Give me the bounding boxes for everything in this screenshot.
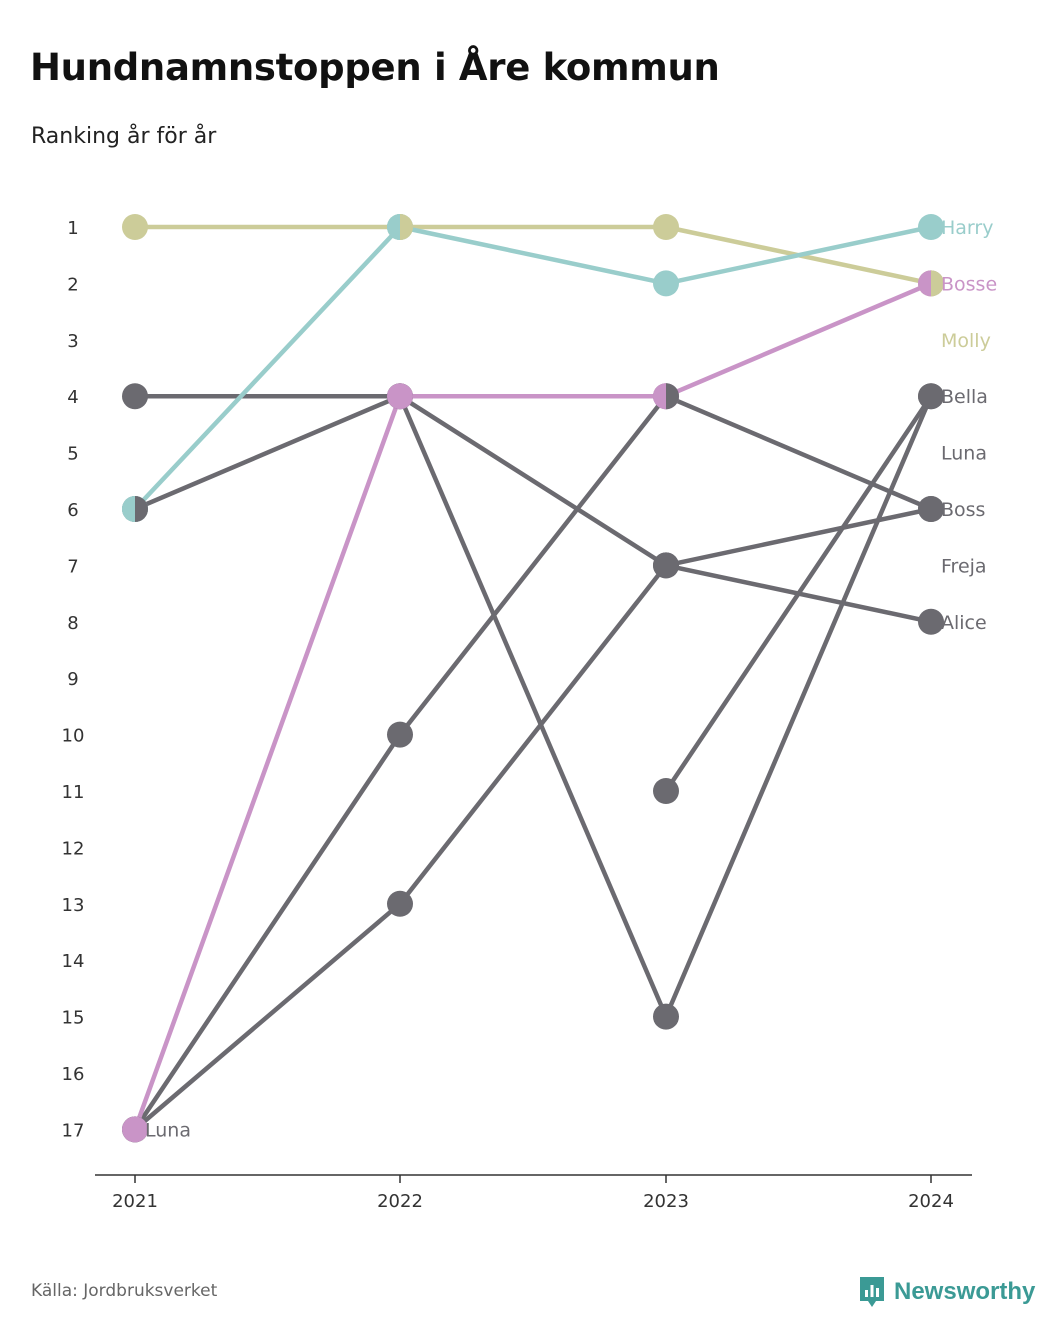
point-bosse — [122, 1116, 148, 1143]
y-tick-label: 6 — [67, 500, 78, 521]
x-tick-label: 2023 — [643, 1191, 689, 1212]
brand-logo: Newsworthy — [858, 1274, 1035, 1310]
series-labels: Harry Bosse Molly Bella Luna Boss Freja Alice Lu… — [145, 217, 997, 1141]
y-tick-label: 16 — [62, 1064, 85, 1085]
series-line-harry — [132, 224, 934, 512]
y-tick-label: 10 — [62, 726, 85, 747]
series-label-alice: Alice — [941, 612, 987, 634]
split-point-marker — [918, 270, 944, 297]
point-luna — [653, 778, 679, 804]
split-marker-left-half — [653, 383, 666, 410]
y-tick-label: 15 — [62, 1008, 85, 1029]
split-marker-right-half — [666, 383, 679, 410]
source-note: Källa: Jordbruksverket — [31, 1281, 218, 1301]
series-label-freja: Freja — [941, 555, 987, 577]
y-tick-label: 9 — [67, 669, 78, 690]
x-tick-label: 2024 — [908, 1191, 954, 1212]
series-line-freja — [132, 393, 934, 1019]
series-line-boss — [132, 393, 934, 568]
chart-title: Hundnamnstoppen i Åre kommun — [30, 46, 720, 89]
y-tick-label: 5 — [67, 444, 78, 465]
newsworthy-logo-icon — [860, 1277, 884, 1307]
series-label-molly: Molly — [941, 330, 991, 352]
point-bella — [918, 496, 944, 522]
inline-label-luna: Luna — [145, 1119, 191, 1141]
y-tick-label: 12 — [62, 838, 85, 859]
series-line-luna — [663, 393, 934, 794]
y-tick-label: 13 — [62, 895, 85, 916]
brand-name: Newsworthy — [894, 1278, 1036, 1305]
split-marker-right-half — [931, 270, 944, 297]
series-lines — [132, 224, 934, 1132]
series-line-bosse — [132, 281, 934, 1132]
series-line-alice — [132, 563, 934, 1132]
split-marker-right-half — [400, 214, 413, 240]
split-point-marker — [387, 214, 413, 240]
y-tick-label: 11 — [62, 782, 85, 803]
point-harry — [653, 270, 679, 297]
point-molly — [122, 214, 148, 240]
split-marker-left-half — [387, 214, 400, 240]
point-harry — [918, 214, 944, 240]
series-label-luna: Luna — [941, 443, 987, 465]
point-molly — [653, 214, 679, 240]
x-tick-label: 2021 — [112, 1191, 158, 1212]
y-tick-label: 1 — [67, 218, 78, 239]
x-axis-ticks: 2021 2022 2023 2024 — [112, 1175, 954, 1212]
split-point-marker — [653, 383, 679, 410]
y-tick-label: 3 — [67, 331, 78, 352]
point-luna — [918, 383, 944, 410]
point-bella — [387, 721, 413, 748]
y-tick-label: 17 — [62, 1120, 85, 1141]
chart-subtitle: Ranking år för år — [31, 124, 217, 149]
series-label-bella: Bella — [941, 386, 988, 408]
split-marker-left-half — [122, 496, 135, 522]
point-freja — [653, 1003, 679, 1030]
point-alice — [653, 552, 679, 579]
series-label-boss: Boss — [941, 499, 985, 521]
x-tick-label: 2022 — [377, 1191, 423, 1212]
split-point-marker — [122, 496, 148, 522]
point-alice — [387, 890, 413, 917]
point-alice — [918, 608, 944, 635]
series-markers — [122, 214, 944, 1143]
series-label-bosse: Bosse — [941, 273, 997, 295]
y-tick-label: 4 — [67, 387, 78, 408]
point-bosse — [387, 383, 413, 410]
point-freja — [122, 383, 148, 410]
y-tick-label: 8 — [67, 613, 78, 634]
y-tick-label: 2 — [67, 274, 78, 295]
split-marker-left-half — [918, 270, 931, 297]
y-tick-label: 7 — [67, 556, 78, 577]
split-marker-right-half — [135, 496, 148, 522]
y-tick-label: 14 — [62, 951, 85, 972]
series-label-harry: Harry — [941, 217, 993, 239]
series-line-bella — [132, 393, 934, 1132]
